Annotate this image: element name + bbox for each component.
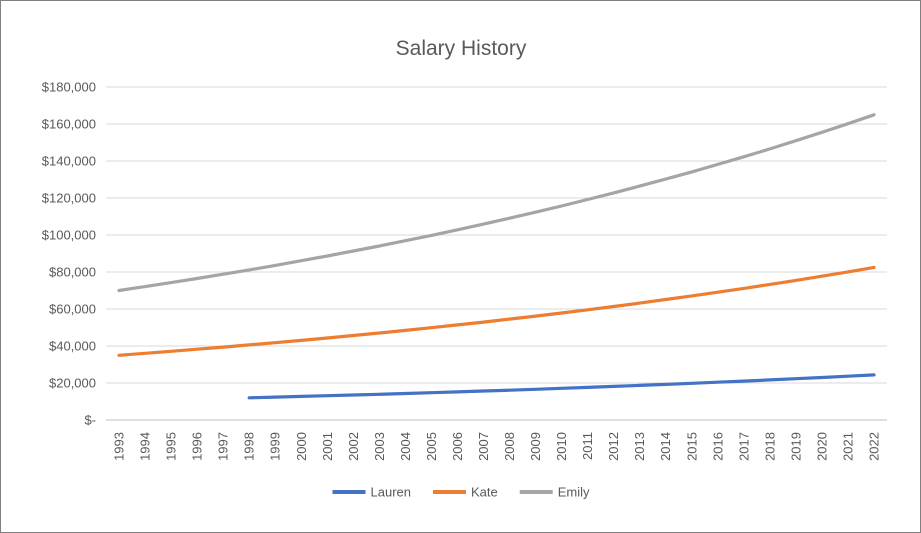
x-axis-label: 1997 <box>216 432 231 461</box>
legend: Lauren Kate Emily <box>332 485 590 500</box>
y-axis-label: $160,000 <box>42 117 96 132</box>
x-axis-label: 2004 <box>398 432 413 461</box>
x-axis-label: 2008 <box>502 432 517 461</box>
x-axis-label: 2000 <box>294 432 309 461</box>
y-axis-label: $120,000 <box>42 191 96 206</box>
x-axis-label: 2013 <box>632 432 647 461</box>
x-axis-label: 2009 <box>528 432 543 461</box>
x-axis-label: 1994 <box>138 432 153 461</box>
y-axis-label: $60,000 <box>49 302 96 317</box>
y-axis-label: $80,000 <box>49 265 96 280</box>
x-axis-label: 2001 <box>320 432 335 461</box>
series-line-kate[interactable] <box>117 265 876 357</box>
x-axis-label: 2003 <box>372 432 387 461</box>
x-axis-label: 2018 <box>762 432 777 461</box>
x-axis-label: 2017 <box>736 432 751 461</box>
x-axis-label: 1996 <box>190 432 205 461</box>
legend-label-lauren: Lauren <box>371 485 411 500</box>
x-axis-label: 2010 <box>554 432 569 461</box>
legend-item-lauren[interactable]: Lauren <box>332 485 411 500</box>
y-axis-label: $- <box>84 413 96 428</box>
legend-label-emily: Emily <box>558 485 590 500</box>
x-axis-label: 2011 <box>580 432 595 460</box>
x-axis-label: 2005 <box>424 432 439 461</box>
series-line-lauren[interactable] <box>247 373 876 400</box>
x-axis-label: 2012 <box>606 432 621 461</box>
legend-item-kate[interactable]: Kate <box>432 485 498 500</box>
chart-title: Salary History <box>396 37 527 60</box>
x-axis-label: 2021 <box>841 432 856 461</box>
x-axis-label: 1999 <box>268 432 283 461</box>
x-axis-label: 1998 <box>242 432 257 461</box>
x-axis-label: 2022 <box>867 432 882 461</box>
y-axis-label: $40,000 <box>49 339 96 354</box>
y-axis-label: $20,000 <box>49 376 96 391</box>
legend-label-kate: Kate <box>471 485 498 500</box>
legend-item-emily[interactable]: Emily <box>519 485 590 500</box>
x-axis-label: 2019 <box>788 432 803 461</box>
x-axis-label: 1993 <box>112 432 127 461</box>
x-axis-label: 2007 <box>476 432 491 461</box>
x-axis-label: 2020 <box>814 432 829 461</box>
y-axis-label: $180,000 <box>42 80 96 95</box>
x-axis-label: 2015 <box>684 432 699 461</box>
y-axis-label: $100,000 <box>42 228 96 243</box>
x-axis-label: 2006 <box>450 432 465 461</box>
x-axis-label: 1995 <box>164 432 179 461</box>
y-axis-label: $140,000 <box>42 154 96 169</box>
x-axis-label: 2016 <box>710 432 725 461</box>
x-axis-label: 2002 <box>346 432 361 461</box>
series-line-emily[interactable] <box>117 113 876 293</box>
x-axis-label: 2014 <box>658 432 673 461</box>
